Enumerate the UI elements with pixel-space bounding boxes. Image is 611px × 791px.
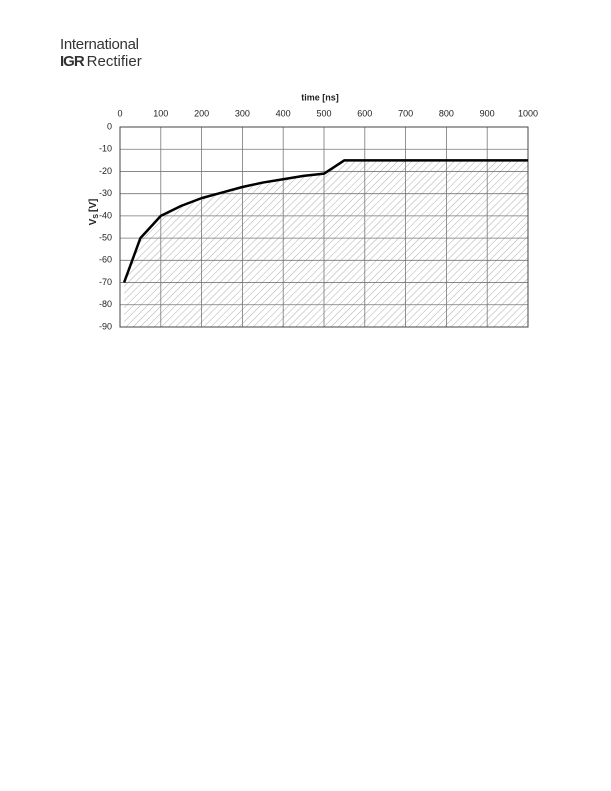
x-tick-label: 800 [439,108,454,118]
x-tick-label: 500 [316,108,331,118]
x-tick-label: 600 [357,108,372,118]
x-tick-label: 100 [153,108,168,118]
logo-mark: IGR [60,53,85,70]
y-tick-label: -10 [99,144,112,154]
x-tick-label: 700 [398,108,413,118]
y-tick-label: -90 [99,321,112,331]
y-label-symbol: V [88,218,99,225]
plot-border [119,126,529,328]
y-tick-label: -60 [99,255,112,265]
y-tick-label: -30 [99,188,112,198]
x-tick-label: 300 [235,108,250,118]
x-axis-label: time [ns] [301,92,339,102]
logo-text: IGR Rectifier [60,53,142,70]
y-tick-label: -40 [99,210,112,220]
y-tick-label: -70 [99,277,112,287]
logo-text: Rectifier [86,53,142,70]
y-label-unit: [V] [88,199,99,212]
line [122,159,528,283]
x-tick-label: 1000 [518,108,538,118]
y-label-subscript: S [93,214,100,219]
logo-text: International [60,36,139,53]
y-tick-label: 0 [107,121,112,131]
x-tick-label: 400 [276,108,291,118]
x-tick-label: 0 [117,108,122,118]
x-tick-label: 200 [194,108,209,118]
area [124,160,528,327]
y-axis-label: VS [V] [88,199,100,226]
y-tick-label: -80 [99,299,112,309]
y-tick-label: -20 [99,166,112,176]
x-tick-label: 900 [480,108,495,118]
y-tick-label: -50 [99,232,112,242]
